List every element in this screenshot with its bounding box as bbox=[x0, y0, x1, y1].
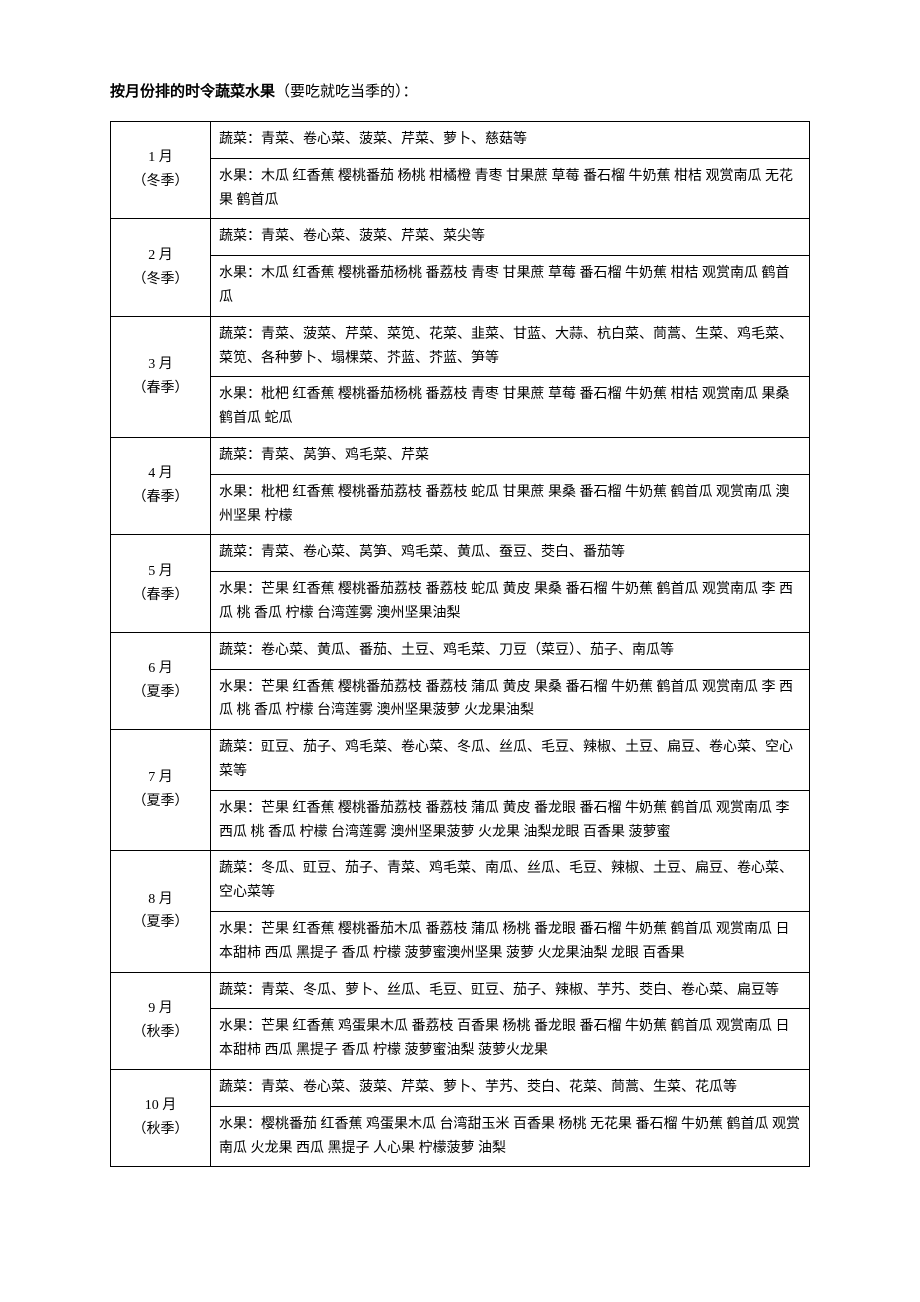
month-label: 7 月 bbox=[119, 766, 202, 790]
month-label: 10 月 bbox=[119, 1094, 202, 1118]
title-note: （要吃就吃当季的）： bbox=[275, 84, 418, 100]
month-label: 1 月 bbox=[119, 146, 202, 170]
month-label: 3 月 bbox=[119, 353, 202, 377]
month-cell: 6 月（夏季） bbox=[111, 632, 211, 729]
month-label: 9 月 bbox=[119, 997, 202, 1021]
month-label: 8 月 bbox=[119, 888, 202, 912]
month-cell: 7 月（夏季） bbox=[111, 730, 211, 851]
fruits-cell: 水果：木瓜 红香蕉 樱桃番茄 杨桃 柑橘橙 青枣 甘果蔗 草莓 番石榴 牛奶蕉 … bbox=[211, 158, 810, 219]
season-label: （冬季） bbox=[119, 170, 202, 194]
vegetables-cell: 蔬菜：卷心菜、黄瓜、番茄、土豆、鸡毛菜、刀豆（菜豆）、茄子、南瓜等 bbox=[211, 632, 810, 669]
vegetables-cell: 蔬菜：青菜、冬瓜、萝卜、丝瓜、毛豆、豇豆、茄子、辣椒、芋艿、茭白、卷心菜、扁豆等 bbox=[211, 972, 810, 1009]
fruits-cell: 水果：枇杷 红香蕉 樱桃番茄杨桃 番荔枝 青枣 甘果蔗 草莓 番石榴 牛奶蕉 柑… bbox=[211, 377, 810, 438]
month-label: 5 月 bbox=[119, 560, 202, 584]
month-label: 4 月 bbox=[119, 462, 202, 486]
month-cell: 5 月（春季） bbox=[111, 535, 211, 632]
seasonal-produce-table: 1 月（冬季）蔬菜：青菜、卷心菜、菠菜、芹菜、萝卜、慈菇等水果：木瓜 红香蕉 樱… bbox=[110, 121, 810, 1167]
month-cell: 2 月（冬季） bbox=[111, 219, 211, 316]
month-cell: 3 月（春季） bbox=[111, 316, 211, 437]
fruits-cell: 水果：枇杷 红香蕉 樱桃番茄荔枝 番荔枝 蛇瓜 甘果蔗 果桑 番石榴 牛奶蕉 鹤… bbox=[211, 474, 810, 535]
season-label: （冬季） bbox=[119, 268, 202, 292]
month-cell: 4 月（春季） bbox=[111, 437, 211, 534]
season-label: （秋季） bbox=[119, 1118, 202, 1142]
season-label: （夏季） bbox=[119, 911, 202, 935]
season-label: （秋季） bbox=[119, 1021, 202, 1045]
fruits-cell: 水果：芒果 红香蕉 鸡蛋果木瓜 番荔枝 百香果 杨桃 番龙眼 番石榴 牛奶蕉 鹤… bbox=[211, 1009, 810, 1070]
vegetables-cell: 蔬菜：青菜、卷心菜、莴笋、鸡毛菜、黄瓜、蚕豆、茭白、番茄等 bbox=[211, 535, 810, 572]
month-cell: 1 月（冬季） bbox=[111, 122, 211, 219]
fruits-cell: 水果：木瓜 红香蕉 樱桃番茄杨桃 番荔枝 青枣 甘果蔗 草莓 番石榴 牛奶蕉 柑… bbox=[211, 256, 810, 317]
month-label: 2 月 bbox=[119, 244, 202, 268]
fruits-cell: 水果：芒果 红香蕉 樱桃番茄荔枝 番荔枝 蒲瓜 黄皮 番龙眼 番石榴 牛奶蕉 鹤… bbox=[211, 790, 810, 851]
month-cell: 10 月（秋季） bbox=[111, 1069, 211, 1166]
vegetables-cell: 蔬菜：冬瓜、豇豆、茄子、青菜、鸡毛菜、南瓜、丝瓜、毛豆、辣椒、土豆、扁豆、卷心菜… bbox=[211, 851, 810, 912]
month-label: 6 月 bbox=[119, 657, 202, 681]
vegetables-cell: 蔬菜：豇豆、茄子、鸡毛菜、卷心菜、冬瓜、丝瓜、毛豆、辣椒、土豆、扁豆、卷心菜、空… bbox=[211, 730, 810, 791]
vegetables-cell: 蔬菜：青菜、卷心菜、菠菜、芹菜、菜尖等 bbox=[211, 219, 810, 256]
vegetables-cell: 蔬菜：青菜、卷心菜、菠菜、芹菜、萝卜、慈菇等 bbox=[211, 122, 810, 159]
vegetables-cell: 蔬菜：青菜、卷心菜、菠菜、芹菜、萝卜、芋艿、茭白、花菜、茼蒿、生菜、花瓜等 bbox=[211, 1069, 810, 1106]
season-label: （春季） bbox=[119, 486, 202, 510]
season-label: （春季） bbox=[119, 584, 202, 608]
month-cell: 9 月（秋季） bbox=[111, 972, 211, 1069]
season-label: （春季） bbox=[119, 377, 202, 401]
title-main: 按月份排的时令蔬菜水果 bbox=[110, 84, 275, 100]
season-label: （夏季） bbox=[119, 790, 202, 814]
fruits-cell: 水果：芒果 红香蕉 樱桃番茄荔枝 番荔枝 蛇瓜 黄皮 果桑 番石榴 牛奶蕉 鹤首… bbox=[211, 572, 810, 633]
vegetables-cell: 蔬菜：青菜、菠菜、芹菜、菜笕、花菜、韭菜、甘蓝、大蒜、杭白菜、茼蒿、生菜、鸡毛菜… bbox=[211, 316, 810, 377]
vegetables-cell: 蔬菜：青菜、莴笋、鸡毛菜、芹菜 bbox=[211, 437, 810, 474]
page-title: 按月份排的时令蔬菜水果（要吃就吃当季的）： bbox=[110, 80, 810, 101]
fruits-cell: 水果：樱桃番茄 红香蕉 鸡蛋果木瓜 台湾甜玉米 百香果 杨桃 无花果 番石榴 牛… bbox=[211, 1106, 810, 1167]
season-label: （夏季） bbox=[119, 681, 202, 705]
fruits-cell: 水果：芒果 红香蕉 樱桃番茄木瓜 番荔枝 蒲瓜 杨桃 番龙眼 番石榴 牛奶蕉 鹤… bbox=[211, 911, 810, 972]
fruits-cell: 水果：芒果 红香蕉 樱桃番茄荔枝 番荔枝 蒲瓜 黄皮 果桑 番石榴 牛奶蕉 鹤首… bbox=[211, 669, 810, 730]
month-cell: 8 月（夏季） bbox=[111, 851, 211, 972]
